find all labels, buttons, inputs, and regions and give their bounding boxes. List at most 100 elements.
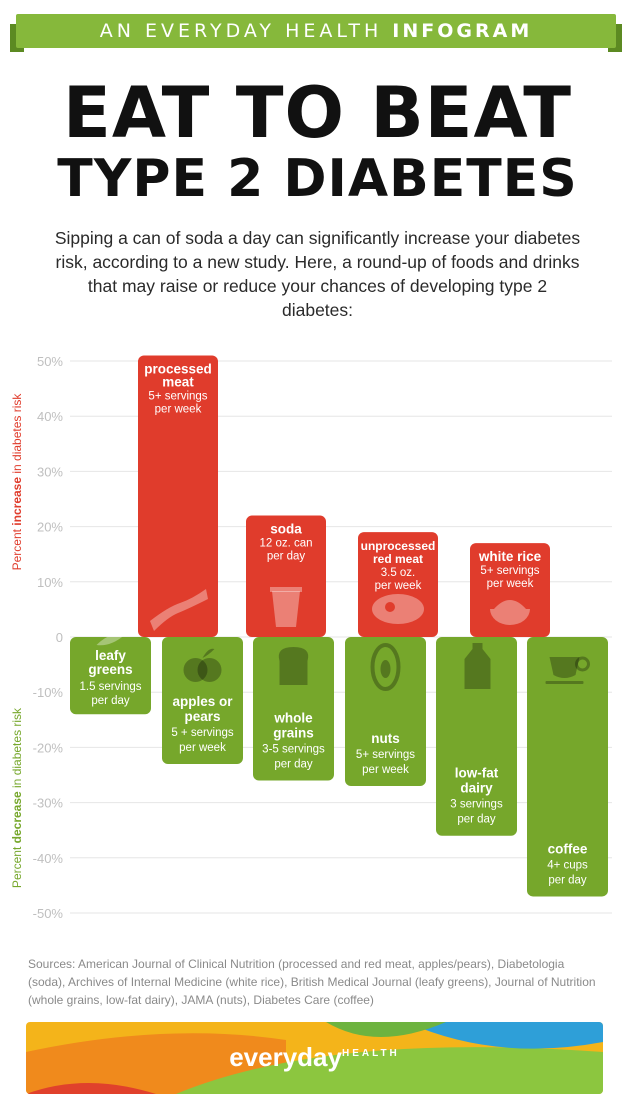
apple-leaf: [202, 648, 215, 658]
bar-detail: per day: [548, 874, 587, 886]
bar-label: greens: [88, 662, 132, 677]
bar-detail: per day: [274, 759, 313, 771]
bar-detail: 3 servings: [450, 799, 503, 811]
logo-main-text: everyday: [229, 1042, 342, 1072]
cup-shape: [272, 591, 300, 627]
bar-detail: per week: [362, 764, 409, 776]
bar-detail: per day: [267, 551, 306, 563]
everyday-health-logo: everydayHEALTH: [26, 1042, 603, 1073]
nut-icon: [370, 643, 401, 691]
bar-detail: 5 + servings: [171, 727, 234, 739]
y-tick-label: 20%: [37, 520, 63, 535]
y-tick-label: 50%: [37, 354, 63, 369]
bar-detail: 4+ cups: [547, 859, 588, 871]
bacon-icon: [150, 589, 208, 631]
sources-text: Sources: American Journal of Clinical Nu…: [28, 957, 596, 1007]
cup-saucer: [545, 681, 584, 684]
bar-label: coffee: [548, 841, 588, 856]
bar-label: pears: [184, 709, 220, 724]
rice-shape: [494, 600, 526, 609]
bar-detail: 1.5 servings: [79, 681, 141, 693]
bar-detail: per week: [155, 403, 202, 415]
bacon-shape: [150, 589, 208, 631]
page-title-line1: EAT TO BEAT: [63, 72, 572, 154]
y-tick-label: -50%: [33, 906, 64, 921]
steak-icon: [372, 594, 424, 624]
milk-jug-icon: [464, 643, 491, 689]
bar-label: grains: [273, 726, 314, 741]
bar-label: whole: [273, 711, 313, 726]
decrease-bar-group: coffee 4+ cups per day: [527, 637, 608, 897]
bar-label: leafy: [95, 648, 126, 663]
decrease-bar-group: nuts 5+ servings per week: [345, 637, 426, 787]
banner-text: AN EVERYDAY HEALTH INFOGRAM: [16, 14, 616, 48]
bar-label: low-fat: [455, 766, 499, 781]
y-tick-label: -40%: [33, 851, 64, 866]
y-tick-label: 0: [56, 630, 63, 645]
decrease-bar: [436, 637, 517, 836]
bar-detail: per day: [91, 695, 130, 707]
apple-right: [197, 658, 222, 682]
decrease-bar: [527, 637, 608, 897]
y-axis-label-increase: Percent increase in diabetes risk: [10, 393, 24, 571]
decrease-bar: [345, 637, 426, 787]
nut-kernel: [380, 660, 391, 678]
jug-shape: [464, 649, 491, 689]
jug-cap: [472, 643, 483, 649]
apple-left: [183, 658, 208, 682]
bar-detail: 3.5 oz.: [381, 567, 416, 579]
decrease-bar: [162, 637, 243, 764]
decrease-bar: [70, 637, 151, 715]
infogram-banner: AN EVERYDAY HEALTH INFOGRAM: [10, 14, 622, 52]
footer-background: [26, 1022, 603, 1094]
rice-bowl-icon: [490, 600, 530, 625]
cup-lid: [270, 587, 302, 592]
increase-bar: [246, 515, 326, 637]
steak-shape: [372, 594, 424, 624]
bar-detail: 3-5 servings: [262, 744, 325, 756]
y-tick-label: -20%: [33, 740, 64, 755]
bar-label: unprocessed: [361, 539, 436, 553]
logo-sub-text: HEALTH: [341, 1048, 400, 1059]
bar-detail: 5+ servings: [480, 565, 539, 577]
bar-label: red meat: [373, 552, 423, 566]
bread-icon: [278, 647, 309, 685]
bread-shape: [278, 647, 309, 685]
intro-text: Sipping a can of soda a day can signific…: [54, 228, 581, 320]
bar-detail: per week: [375, 580, 422, 592]
banner-prefix: AN EVERYDAY HEALTH: [99, 20, 393, 42]
increase-bar: [358, 532, 438, 637]
footer-banner: everydayHEALTH: [26, 1022, 603, 1094]
soda-cup-icon: [270, 587, 302, 627]
y-tick-label: 30%: [37, 464, 63, 479]
bowl-shape: [490, 609, 530, 625]
bar-label: apples or: [172, 694, 233, 709]
steak-bone: [385, 602, 395, 612]
apple-icon: [183, 648, 222, 682]
bar-label: nuts: [371, 731, 400, 746]
bar-label: dairy: [460, 781, 493, 796]
bar-detail: 5+ servings: [148, 390, 207, 402]
page-title-line2: TYPE 2 DIABETES: [57, 149, 578, 209]
bar-detail: per week: [487, 578, 534, 590]
cup-handle: [575, 656, 590, 672]
increase-bar: [470, 543, 550, 637]
banner-bold: INFOGRAM: [392, 20, 533, 42]
bar-label: processed: [144, 361, 212, 376]
bar-detail: per day: [457, 814, 496, 826]
diabetes-risk-chart: 50% 40% 30% 20% 10% 0 -10% -20% -30% -40% -50% Perc…: [10, 354, 612, 921]
bar-detail: per week: [179, 742, 226, 754]
leaf-icon: [96, 634, 125, 646]
y-tick-label: 10%: [37, 575, 63, 590]
y-tick-label: -10%: [33, 685, 64, 700]
leaf-shape: [96, 634, 125, 646]
y-axis-label-decrease: Percent decrease in diabetes risk: [10, 707, 24, 888]
decrease-bar: [253, 637, 334, 781]
coffee-cup-icon: [545, 656, 590, 684]
